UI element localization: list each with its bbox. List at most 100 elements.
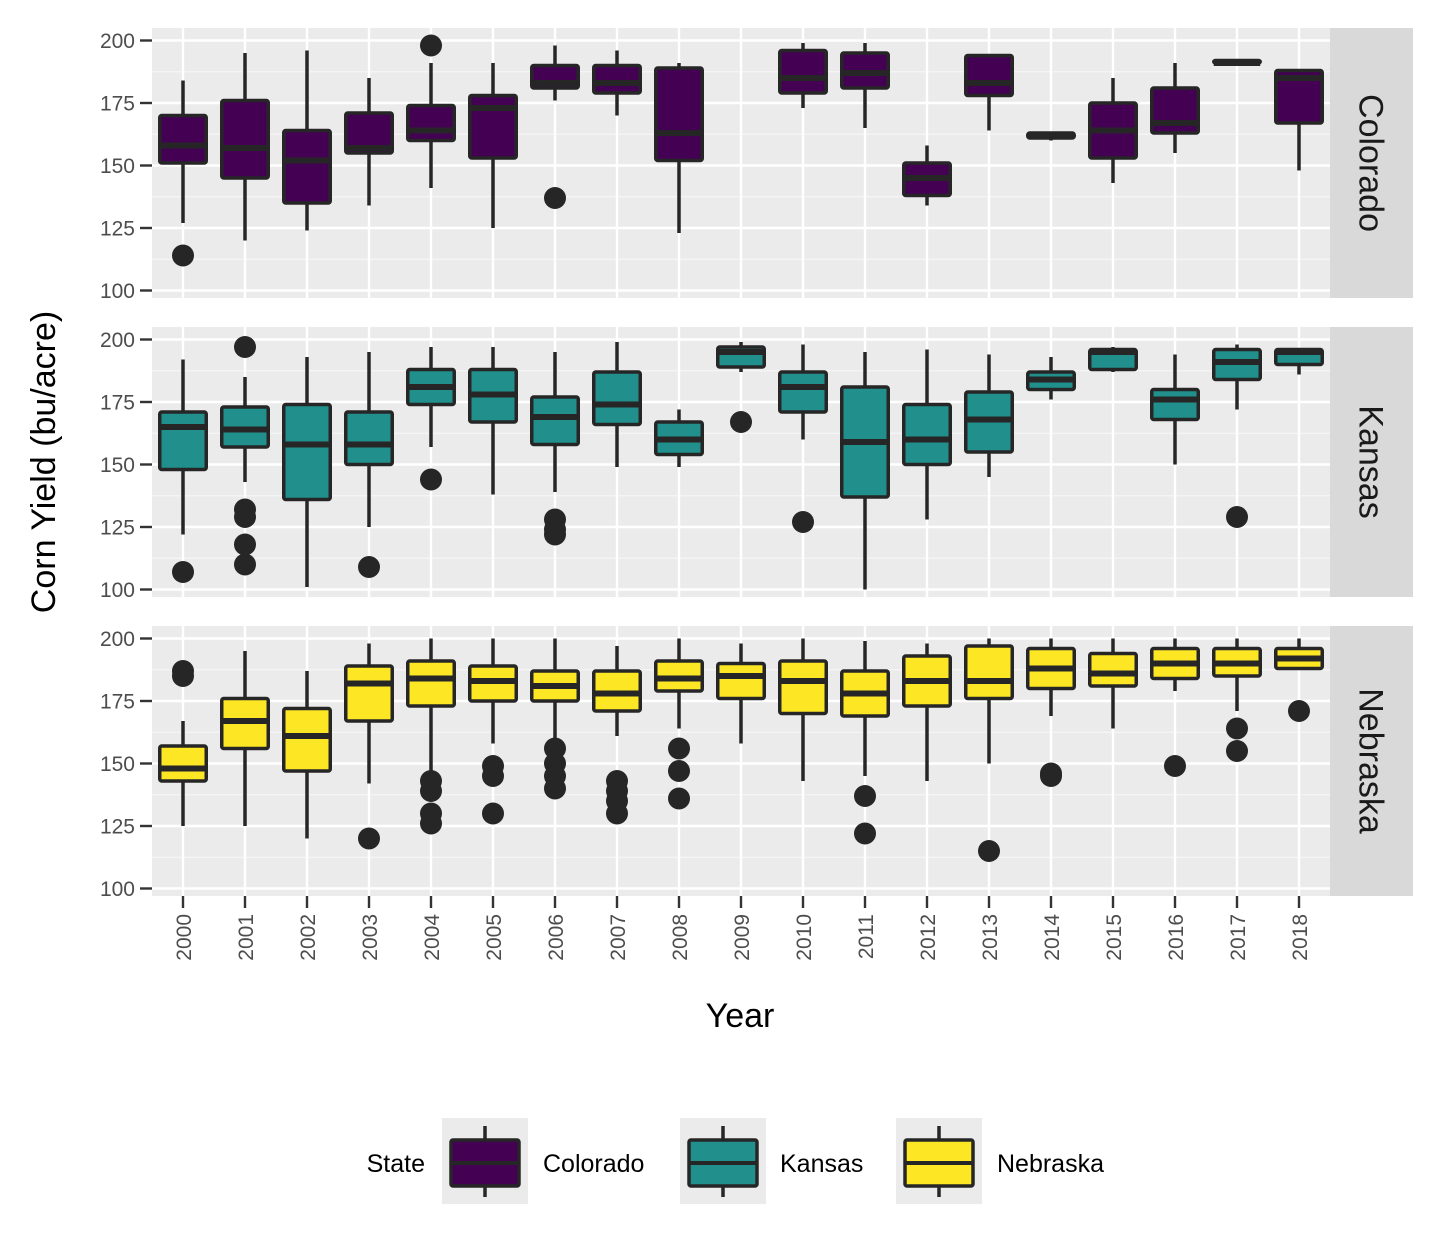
x-tick-label: 2014 (1041, 914, 1064, 961)
facet-strip (1330, 28, 1413, 298)
y-tick-label: 100 (100, 878, 135, 901)
outlier-point (1226, 717, 1248, 740)
x-axis: 2000 2001 2002 2003 2004 2005 2006 2007 2008 2009… (173, 896, 1312, 961)
box-kansas-2005 (468, 347, 518, 495)
box-iqr (716, 661, 766, 701)
outlier-point (482, 755, 504, 777)
box-colorado-2016 (1150, 63, 1200, 153)
box-colorado-2006 (530, 45, 580, 209)
box-colorado-2014 (1026, 131, 1076, 141)
outlier-point (1226, 740, 1248, 762)
y-tick-label: 175 (100, 691, 135, 714)
box-kansas-2018 (1274, 347, 1324, 375)
box-colorado-2011 (840, 43, 890, 128)
outlier-point (172, 561, 194, 583)
box-iqr (282, 706, 332, 773)
x-tick-label: 2003 (359, 914, 382, 961)
box-colorado-2010 (778, 43, 828, 108)
legend-label: Nebraska (997, 1150, 1104, 1178)
x-tick-label: 2005 (483, 914, 506, 961)
y-tick-label: 125 (100, 218, 135, 241)
y-axis-title: Corn Yield (bu/acre) (25, 311, 63, 613)
x-axis-title: Year (706, 997, 775, 1035)
box-iqr (344, 410, 394, 467)
legend-item-nebraska: Nebraska (896, 1118, 1104, 1204)
box-kansas-2016 (1150, 354, 1200, 465)
box-iqr (406, 103, 456, 143)
y-tick-label: 100 (100, 280, 135, 303)
box-colorado-2018 (1274, 68, 1324, 171)
box-iqr (964, 644, 1014, 701)
outlier-point (420, 802, 442, 825)
box-nebraska-2016 (1150, 638, 1200, 777)
box-nebraska-2013 (964, 638, 1014, 862)
outlier-point (544, 737, 566, 760)
box-iqr (158, 410, 208, 472)
x-tick-label: 2007 (607, 914, 630, 961)
x-tick-label: 2006 (545, 914, 568, 961)
legend-label: Colorado (543, 1150, 644, 1178)
outlier-point (792, 511, 814, 533)
legend-label: Kansas (780, 1150, 863, 1178)
x-tick-label: 2015 (1103, 914, 1126, 961)
box-colorado-2002 (282, 50, 332, 231)
outlier-point (1226, 506, 1248, 528)
box-iqr (902, 402, 952, 467)
box-kansas-2004 (406, 347, 456, 491)
outlier-point (358, 556, 380, 578)
box-nebraska-2009 (716, 643, 766, 744)
box-nebraska-2017 (1212, 638, 1262, 762)
legend-title: State (367, 1150, 425, 1178)
box-nebraska-2014 (1026, 638, 1076, 787)
outlier-point (1040, 762, 1062, 785)
box-nebraska-2005 (468, 638, 518, 825)
box-kansas-2017 (1212, 344, 1262, 528)
box-nebraska-2007 (592, 646, 642, 825)
panels: 100 125 150 175 200 Colorado 100 125 150 175 200 Ka… (100, 28, 1413, 901)
y-tick-label: 200 (100, 30, 135, 53)
box-kansas-2007 (592, 342, 642, 467)
box-iqr (344, 111, 394, 155)
box-iqr (158, 744, 208, 783)
box-iqr (654, 66, 704, 163)
box-kansas-2002 (282, 357, 332, 587)
y-tick-label: 150 (100, 753, 135, 776)
outlier-point (420, 34, 442, 57)
panel-nebraska: 100 125 150 175 200 Nebraska (100, 626, 1413, 901)
x-tick-label: 2013 (979, 914, 1002, 961)
box-colorado-2007 (592, 50, 642, 116)
facet-strip-label: Colorado (1352, 94, 1390, 232)
panel-kansas: 100 125 150 175 200 Kansas (100, 327, 1413, 602)
box-iqr (282, 402, 332, 502)
box-nebraska-2011 (840, 641, 890, 845)
box-nebraska-2015 (1088, 638, 1138, 729)
outlier-point (544, 187, 566, 209)
box-iqr (778, 659, 828, 716)
y-tick-label: 175 (100, 93, 135, 116)
box-kansas-2008 (654, 409, 704, 467)
x-tick-label: 2011 (855, 914, 878, 959)
box-colorado-2001 (220, 53, 270, 241)
x-tick-label: 2012 (917, 914, 940, 961)
y-tick-label: 200 (100, 329, 135, 352)
box-nebraska-2001 (220, 651, 270, 826)
box-iqr (468, 93, 518, 160)
outlier-point (606, 770, 628, 792)
legend-item-kansas: Kansas (680, 1118, 863, 1204)
outlier-point (978, 840, 1000, 862)
x-tick-label: 2018 (1289, 914, 1312, 961)
outlier-point (854, 785, 876, 807)
box-kansas-2013 (964, 354, 1014, 477)
outlier-point (854, 822, 876, 845)
x-tick-label: 2000 (173, 914, 196, 961)
outlier-point (420, 468, 442, 491)
x-tick-label: 2009 (731, 914, 754, 961)
x-tick-label: 2017 (1227, 914, 1250, 961)
outlier-point (172, 660, 194, 682)
facet-strip (1330, 626, 1413, 896)
box-iqr (158, 113, 208, 165)
box-nebraska-2004 (406, 638, 456, 835)
x-tick-label: 2010 (793, 914, 816, 961)
x-tick-label: 2002 (297, 914, 320, 961)
